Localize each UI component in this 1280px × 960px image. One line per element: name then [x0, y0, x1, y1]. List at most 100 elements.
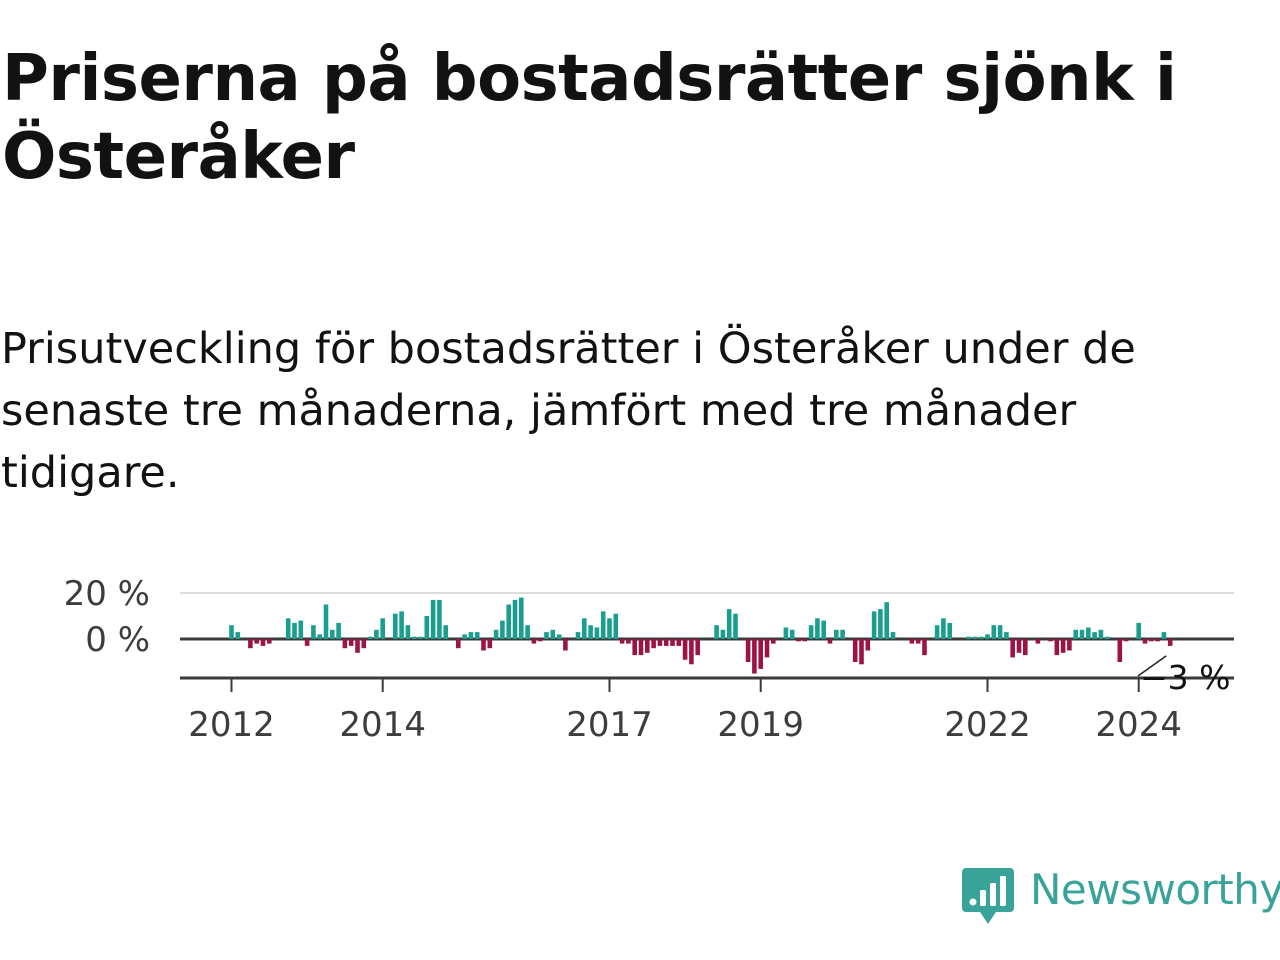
page-title: Priserna på bostadsrätter sjönk i Österå… [2, 42, 1177, 194]
bar [374, 629, 379, 639]
bar [909, 639, 915, 644]
bar [613, 613, 619, 639]
bar [500, 620, 505, 639]
bar [714, 625, 719, 639]
bar [1149, 639, 1154, 642]
x-tick-label: 2022 [944, 705, 1031, 745]
newsworthy-logo[interactable]: Newsworthy [962, 864, 1280, 928]
bar [1136, 622, 1141, 639]
bar [229, 625, 234, 639]
bar [689, 639, 694, 665]
bar [638, 639, 644, 656]
bar [493, 629, 499, 639]
bar [676, 639, 682, 646]
bar [915, 639, 921, 644]
bar [1054, 639, 1060, 656]
bar [1067, 639, 1072, 651]
bar [884, 602, 889, 639]
y-tick-label: 0 % [85, 620, 150, 660]
bar [771, 639, 776, 644]
bar [1167, 639, 1173, 646]
bar [1073, 629, 1078, 639]
x-tick-label: 2012 [188, 705, 275, 745]
bar [405, 625, 411, 639]
bar [531, 639, 537, 644]
bar [720, 629, 726, 639]
bar [1155, 639, 1160, 642]
bar [1104, 636, 1110, 639]
bar [323, 604, 329, 639]
bar [840, 629, 845, 639]
bar [437, 599, 442, 639]
bar [424, 616, 430, 639]
bar [607, 618, 612, 639]
last-value-label: −3 % [1140, 658, 1231, 697]
bar [695, 639, 700, 656]
bar [292, 622, 297, 639]
bar [941, 618, 946, 639]
bar [865, 639, 871, 651]
bar [745, 639, 751, 662]
bar [361, 639, 367, 649]
bar [588, 625, 593, 639]
x-tick-label: 2019 [717, 705, 804, 745]
x-tick-label: 2014 [339, 705, 426, 745]
bar [556, 634, 562, 639]
bar [1010, 639, 1015, 658]
bar [1016, 639, 1022, 653]
bar [430, 599, 436, 639]
bar [789, 629, 795, 639]
chart-subtitle: Prisutveckling för bostadsrätter i Öster… [1, 324, 1136, 498]
bar [1060, 639, 1066, 653]
bar [1092, 632, 1097, 639]
x-tick-label: 2017 [566, 705, 653, 745]
bar [682, 639, 688, 660]
bar [594, 627, 600, 639]
bar [626, 639, 631, 644]
bar [481, 639, 486, 651]
bar [367, 636, 373, 639]
bar [651, 639, 656, 649]
bar [260, 639, 266, 646]
bar [1023, 639, 1028, 656]
bar [733, 613, 738, 639]
bar [890, 632, 896, 639]
bar [298, 620, 304, 639]
y-tick-label: 20 % [64, 574, 150, 614]
bar [934, 625, 940, 639]
bar [285, 618, 291, 639]
bar [468, 632, 474, 639]
bar [871, 611, 877, 639]
last-value-leader [1137, 655, 1167, 677]
bar [1035, 639, 1041, 644]
bar [1048, 639, 1053, 642]
bar [462, 634, 467, 639]
bar [582, 618, 587, 639]
bar [808, 625, 814, 639]
bar [947, 622, 952, 639]
bar [1142, 639, 1148, 644]
bar [600, 611, 606, 639]
bar [878, 609, 883, 639]
bar [852, 639, 858, 662]
bar [657, 639, 663, 646]
bar [827, 639, 833, 644]
bar [985, 634, 990, 639]
axis-layer [180, 676, 1234, 692]
bar [619, 639, 625, 644]
bar [1161, 632, 1167, 639]
price-change-bar-chart: 20 % 0 % 2012 2014 2017 2019 2022 2024 −3 % [64, 574, 1234, 745]
bar [1123, 639, 1129, 642]
bar [991, 625, 997, 639]
bar [248, 639, 253, 649]
bar [997, 625, 1003, 639]
bar [966, 636, 971, 639]
bar [380, 618, 385, 639]
bar [815, 618, 820, 639]
bar [411, 636, 417, 639]
bar [726, 609, 732, 639]
label-layer: 20 % 0 % 2012 2014 2017 2019 2022 2024 −3 % [64, 574, 1231, 745]
bar [311, 625, 316, 639]
bar [512, 599, 518, 639]
bar [519, 597, 524, 639]
